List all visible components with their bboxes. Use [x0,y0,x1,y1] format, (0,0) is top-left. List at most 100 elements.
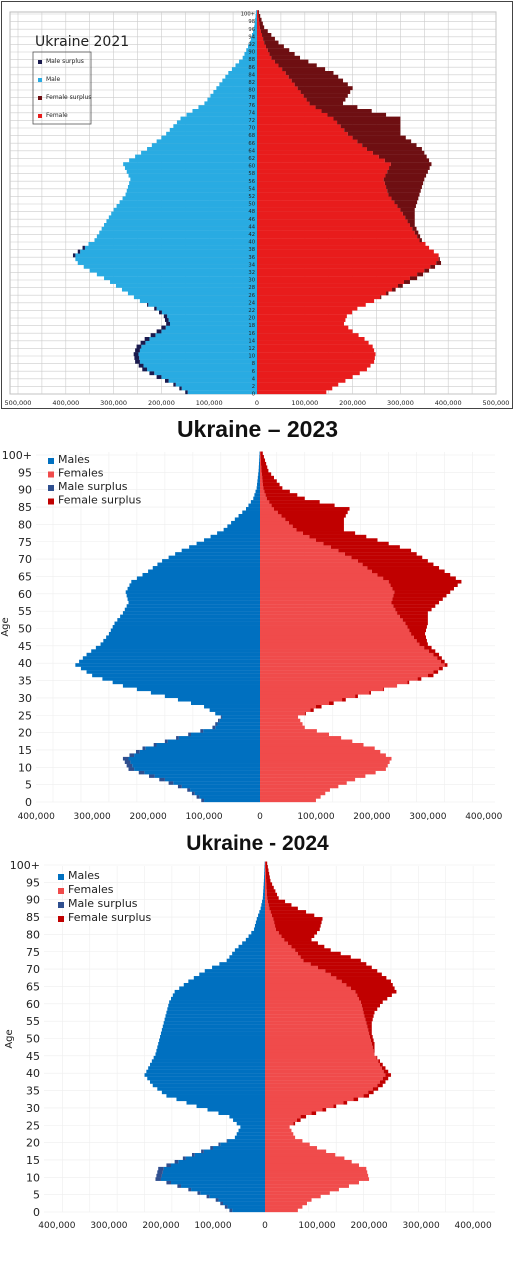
female-bar [265,1062,380,1067]
female-bar [257,162,391,167]
male-surplus-bar [134,356,140,360]
female-bar [260,694,356,699]
female-bar [257,36,264,41]
female-surplus-bar [417,272,424,277]
y-tick-label: 20 [18,727,32,740]
y-tick-label: 80 [18,518,32,531]
male-bar [258,461,260,466]
male-bar [254,493,260,497]
male-surplus-bar [138,770,145,775]
male-bar [212,1146,265,1150]
male-surplus-bar [156,329,162,334]
male-bar [255,14,257,18]
male-surplus-bar [166,1163,171,1168]
male-bar [217,722,260,726]
female-surplus-bar [350,986,395,991]
male-bar [80,666,260,671]
female-bar [257,310,353,315]
female-bar [265,1198,312,1202]
female-bar [265,962,311,966]
male-bar [188,979,265,984]
male-surplus-bar [191,1153,195,1157]
male-bar [257,482,260,487]
female-surplus-bar [265,493,298,497]
y-tick-label: 0 [33,1206,40,1219]
female-bar [265,965,318,970]
y-tick-label: 80 [248,88,255,94]
male-surplus-bar [154,306,157,311]
female-bar [265,1177,370,1181]
female-surplus-bar [363,1010,375,1015]
male-bar [130,760,260,764]
male-bar [176,1097,265,1102]
female-surplus-bar [414,230,419,235]
male-bar [136,576,260,581]
female-bar [260,618,403,622]
pyramid-panel-2024: 400,000 300,000 200,000 100,000 0 100,000 200,… [0,822,515,1280]
male-bar [255,17,257,22]
female-surplus-bar [366,147,422,151]
male-bar [127,185,257,189]
female-bar [257,302,366,307]
female-bar [257,234,418,239]
female-bar [257,245,430,250]
y-tick-label: 18 [248,323,255,329]
female-bar [260,763,388,768]
x-tick-label: 200,000 [148,399,175,407]
male-bar [223,527,260,532]
male-bar [231,520,260,525]
female-bar [257,90,301,94]
male-bar [181,386,257,391]
y-tick-label: 72 [248,118,255,124]
female-surplus-bar [258,14,261,18]
legend-swatch [48,485,54,491]
female-bar [257,306,358,311]
y-tick-label: 95 [26,876,40,889]
male-bar [155,1052,265,1056]
female-surplus-bar [365,1017,373,1022]
female-bar [260,711,305,716]
male-bar [209,708,260,712]
male-bar [218,1198,265,1202]
female-surplus-bar [395,607,432,612]
y-tick-label: 100+ [10,859,40,872]
male-bar [129,181,257,186]
female-bar [265,1142,310,1147]
male-bar [259,455,260,459]
female-surplus-bar [338,548,412,553]
female-surplus-bar [271,503,335,508]
female-bar [257,78,292,83]
female-surplus-bar [438,257,440,262]
female-surplus-bar [416,638,427,643]
male-bar [160,1177,265,1181]
x-tick-label: 0 [255,399,259,407]
y-tick-label: 35 [18,675,32,688]
y-tick-label: 16 [248,331,255,337]
female-bar [257,318,346,322]
female-bar [265,1041,372,1046]
female-bar [257,17,259,22]
male-bar [186,112,257,117]
female-bar [265,875,266,880]
male-bar [253,29,257,34]
male-bar [203,729,260,733]
female-surplus-bar [409,628,426,633]
female-bar [260,562,363,567]
male-bar [254,923,265,928]
female-surplus-bar [269,500,320,504]
female-bar [257,29,261,34]
female-bar [265,1066,382,1070]
male-bar [200,1191,265,1195]
female-bar [265,976,337,980]
male-bar [158,1041,265,1046]
chart-title-2024: Ukraine - 2024 [186,832,329,855]
male-bar [209,1194,265,1199]
male-bar [251,33,257,37]
female-surplus-bar [260,451,263,456]
male-bar [101,226,258,231]
male-bar [141,344,257,349]
male-surplus-bar [126,763,133,768]
female-bar [260,677,418,681]
male-surplus-bar [177,1184,182,1188]
female-bar [265,1139,303,1143]
